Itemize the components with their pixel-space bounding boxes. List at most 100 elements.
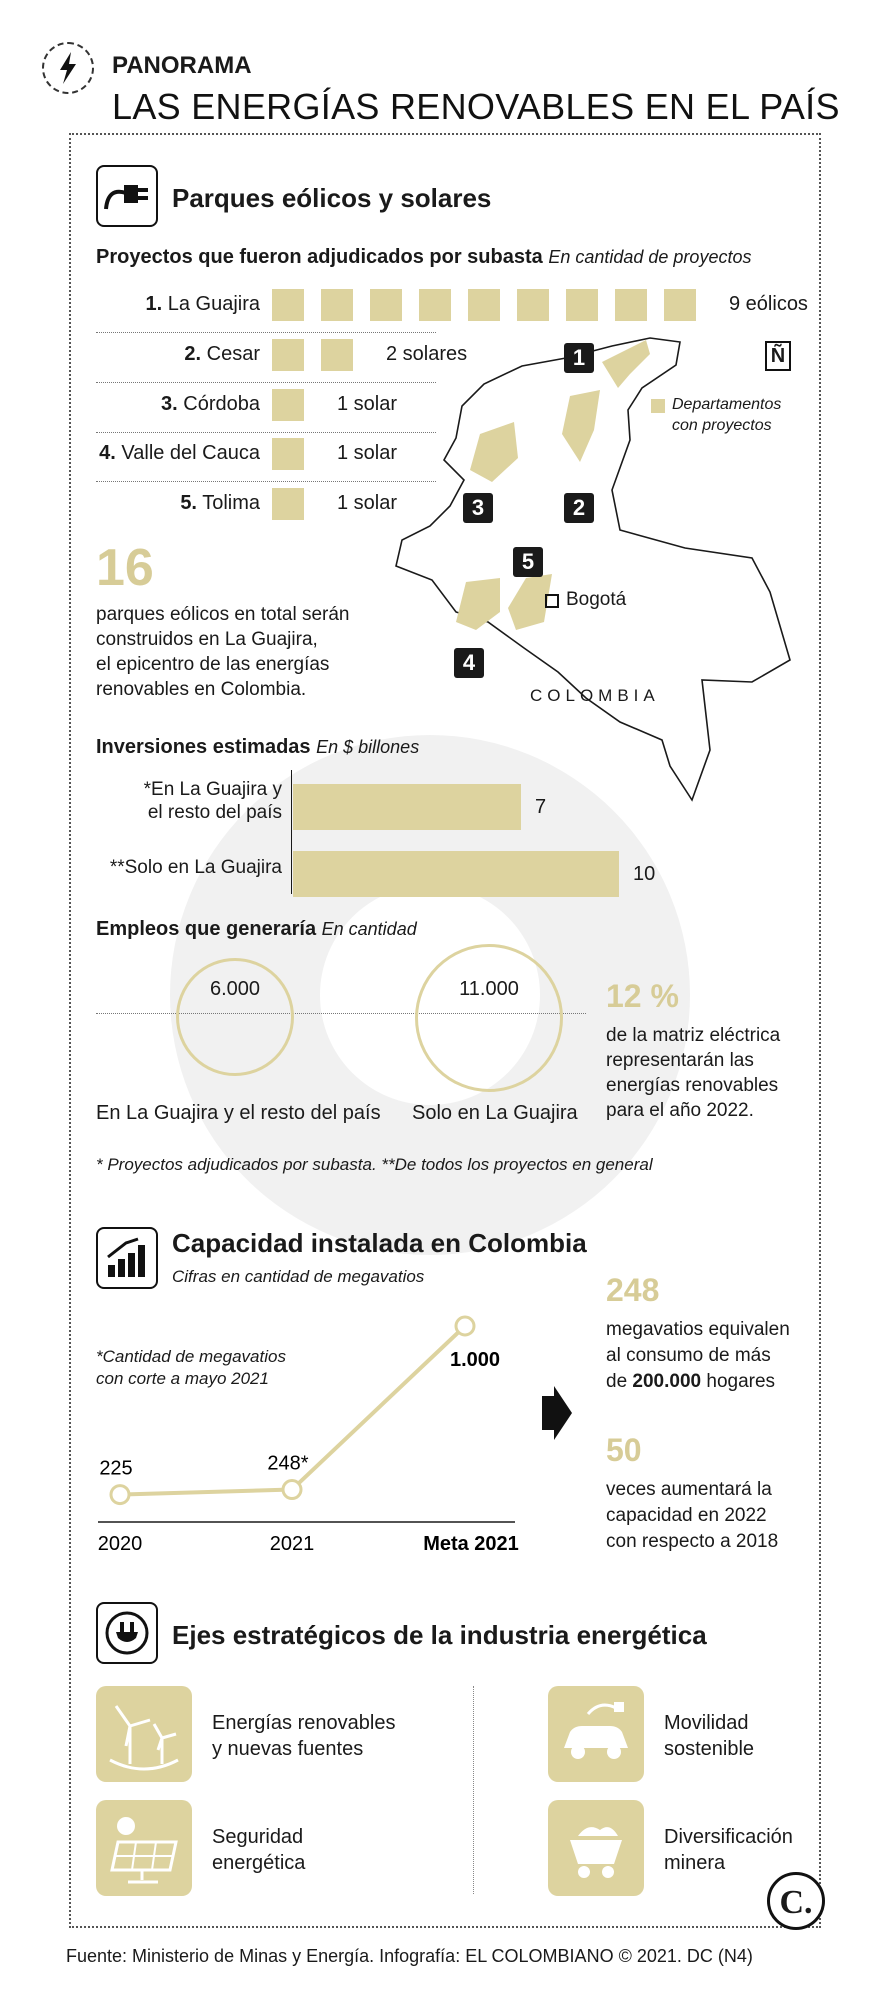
region-cesar <box>562 390 600 462</box>
park-row-label: 4. Valle del Cauca <box>96 442 260 465</box>
investment-label: **Solo en La Guajira <box>96 857 282 879</box>
publisher-logo: C. <box>767 1872 825 1930</box>
region-tolima <box>508 574 552 630</box>
pct-line: energías renovables <box>606 1075 779 1096</box>
investment-label-line: *En La Guajira y <box>143 779 282 800</box>
park-row-name: Córdoba <box>183 393 260 415</box>
capacity-value-label: 248* <box>267 1453 308 1475</box>
parks-subtitle-italic: En cantidad de proyectos <box>548 247 752 267</box>
map-outline <box>395 337 791 802</box>
axis-label-line: Diversificación <box>664 1826 793 1848</box>
park-row-count: 2 solares <box>386 343 468 365</box>
row-divider <box>96 432 436 433</box>
legend-swatch <box>651 399 665 413</box>
axis-label-line: Energías renovables <box>212 1712 396 1734</box>
park-row-label: 3. Córdoba <box>96 393 260 416</box>
project-square <box>566 289 598 321</box>
total-parks-line: el epicentro de las energías <box>96 654 330 675</box>
source-credit: Fuente: Ministerio de Minas y Energía. I… <box>66 1946 753 1966</box>
axis-label-line: y nuevas fuentes <box>212 1738 364 1760</box>
capacity-point <box>281 1479 303 1501</box>
header-kicker: PANORAMA <box>112 52 252 79</box>
arrow-right-icon <box>542 1386 572 1440</box>
project-square <box>321 289 353 321</box>
jobs-label: En La Guajira y el resto del país <box>96 1102 381 1124</box>
project-square <box>321 339 353 371</box>
investment-value: 10 <box>633 863 656 885</box>
north-arrow-icon: Ñ <box>765 341 791 371</box>
logo-text: C. <box>779 1884 813 1921</box>
capacity-fact-number: 50 <box>606 1432 642 1468</box>
project-square <box>419 289 451 321</box>
fact-line: megavatios equivalen <box>606 1319 790 1340</box>
project-square <box>517 289 549 321</box>
pct-line: representarán las <box>606 1050 754 1071</box>
fact-highlight: 200.000 <box>632 1371 702 1392</box>
axis-label-line: sostenible <box>664 1738 755 1760</box>
fact-line: veces aumentará la <box>606 1479 772 1500</box>
park-row-name: La Guajira <box>167 293 260 315</box>
axis-label-line: Movilidad <box>664 1712 749 1734</box>
investment-label-line: el resto del país <box>147 802 282 823</box>
wind-turbine-icon <box>96 1686 192 1782</box>
capacity-fact-text: megavatios equivalen al consumo de más d… <box>606 1317 790 1395</box>
axis-label: Movilidad sostenible <box>664 1710 754 1762</box>
investment-label: *En La Guajira y el resto del país <box>96 778 282 824</box>
project-square <box>272 488 304 520</box>
page-title: LAS ENERGÍAS RENOVABLES EN EL PAÍS <box>112 86 840 127</box>
park-row-count: 1 solar <box>337 393 398 415</box>
axis-label: Seguridad energética <box>212 1824 305 1876</box>
plug-icon <box>96 165 158 227</box>
project-square <box>664 289 696 321</box>
project-square <box>272 289 304 321</box>
capacity-category-label: 2020 <box>98 1533 143 1555</box>
parks-subtitle-bold: Proyectos que fueron adjudicados por sub… <box>96 246 543 268</box>
project-square <box>272 438 304 470</box>
axis-label: Energías renovables y nuevas fuentes <box>212 1710 395 1762</box>
park-row-number: 5. <box>180 492 197 514</box>
investment-value: 7 <box>535 796 547 818</box>
jobs-label: Solo en La Guajira <box>412 1102 578 1124</box>
region-la-guajira <box>602 340 650 388</box>
pct-line: para el año 2022. <box>606 1100 754 1121</box>
legend-line: Departamentos <box>672 396 782 413</box>
jobs-circle <box>415 944 563 1092</box>
capacity-value-label: 1.000 <box>450 1349 500 1371</box>
project-square <box>370 289 402 321</box>
park-row-name: Cesar <box>206 343 260 365</box>
content-frame <box>69 133 821 1928</box>
park-row-count: 1 solar <box>337 492 398 514</box>
note-line: *Cantidad de megavatios <box>96 1347 286 1366</box>
renewable-pct: 12 % <box>606 978 679 1014</box>
jobs-circle <box>176 958 294 1076</box>
bar-chart-icon <box>96 1227 158 1289</box>
north-label: Ñ <box>770 345 786 367</box>
investments-title-italic: En $ billones <box>316 737 420 757</box>
renewable-pct-text: de la matriz eléctrica representarán las… <box>606 1023 780 1123</box>
capacity-point <box>454 1315 476 1337</box>
fact-line: al consumo de más <box>606 1345 771 1366</box>
row-divider <box>96 382 436 383</box>
investment-bar <box>293 851 619 897</box>
map-badge: 4 <box>454 648 484 678</box>
map-badge: 2 <box>564 493 594 523</box>
fact-line: de 200.000 hogares <box>606 1369 790 1395</box>
region-cordoba <box>470 422 518 482</box>
axis-label: Diversificación minera <box>664 1824 793 1876</box>
capital-label: Bogotá <box>566 589 627 610</box>
region-valle <box>456 578 500 630</box>
project-square <box>272 339 304 371</box>
investments-title: Inversiones estimadas En $ billones <box>96 736 419 759</box>
capital-marker-icon <box>545 594 559 608</box>
capacity-line-chart: 225 2020 248* 2021 1.000 Meta 2021 <box>98 1315 519 1555</box>
project-square <box>615 289 647 321</box>
project-square <box>272 389 304 421</box>
colombia-map <box>395 337 791 802</box>
jobs-title-bold: Empleos que generaría <box>96 918 317 940</box>
capacity-value-label: 225 <box>99 1458 132 1480</box>
park-row-number: 4. <box>99 442 116 464</box>
park-row-label: 2. Cesar <box>96 343 260 366</box>
jobs-value: 6.000 <box>209 978 261 1000</box>
capacity-point <box>109 1484 131 1506</box>
fact-part: de <box>606 1371 628 1392</box>
